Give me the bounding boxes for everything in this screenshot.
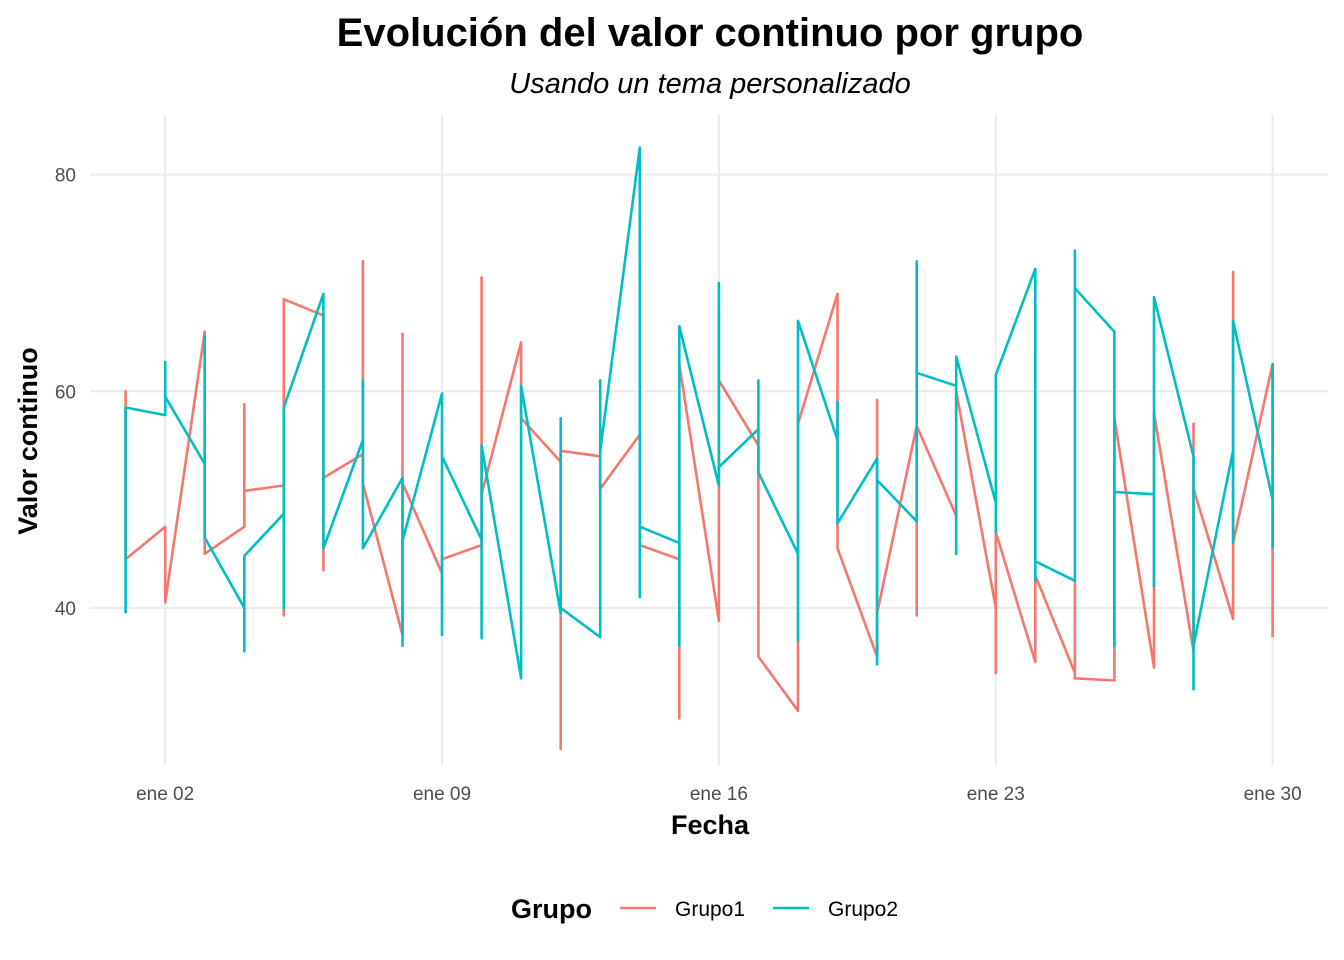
x-tick-label: ene 09 — [413, 784, 471, 805]
legend: Grupo Grupo1 Grupo2 — [511, 894, 898, 924]
series-line-grupo1 — [124, 259, 1274, 751]
x-axis-title: Fecha — [671, 810, 750, 840]
chart-title: Evolución del valor continuo por grupo — [337, 11, 1084, 55]
y-tick-label: 80 — [55, 166, 76, 187]
legend-label-grupo2: Grupo2 — [828, 898, 898, 921]
x-tick-label: ene 23 — [967, 784, 1025, 805]
y-tick-labels: 40 60 80 — [55, 166, 76, 620]
y-axis-title: Valor continuo — [13, 347, 43, 535]
x-tick-label: ene 02 — [136, 784, 194, 805]
series-layer — [124, 146, 1274, 751]
y-tick-label: 40 — [55, 599, 76, 620]
legend-title: Grupo — [511, 894, 592, 924]
x-tick-label: ene 16 — [690, 784, 748, 805]
chart-subtitle: Usando un tema personalizado — [509, 68, 910, 100]
y-gridlines — [90, 173, 1328, 610]
x-tick-label: ene 30 — [1244, 784, 1302, 805]
y-tick-label: 60 — [55, 382, 76, 403]
x-tick-labels: ene 02 ene 09 ene 16 ene 23 ene 30 — [136, 784, 1302, 805]
legend-label-grupo1: Grupo1 — [675, 898, 745, 921]
series-line-grupo2 — [124, 146, 1274, 691]
